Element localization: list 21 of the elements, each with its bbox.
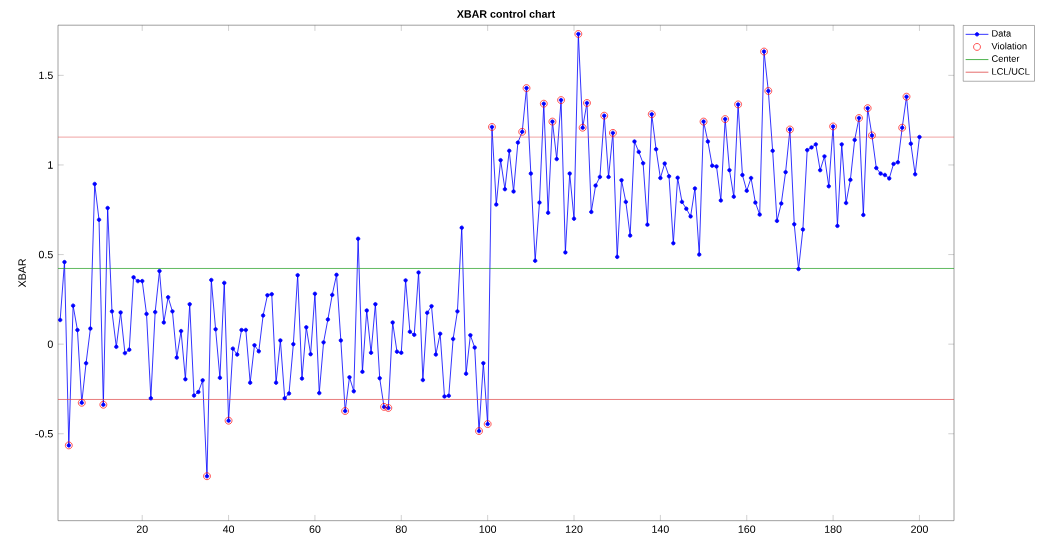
y-axis-title: XBAR [18,258,26,288]
x-tick-label: 40 [222,525,235,533]
chart-title: XBAR control chart [456,9,556,18]
x-tick-label: 180 [825,525,842,533]
legend-label: Violation [991,42,1027,50]
legend-label: Data [992,30,1012,37]
y-tick-label: 0.5 [38,250,53,259]
y-tick-label: 1 [48,161,53,169]
x-tick-label: 140 [652,525,669,533]
y-tick-label: 1.5 [39,71,53,80]
x-tick-label: 80 [395,525,407,533]
legend-label: LCL/UCL [992,67,1030,75]
y-tick-label: -0.5 [35,429,53,438]
x-tick-label: 120 [565,525,583,533]
x-tick-label: 20 [136,525,148,533]
x-tick-label: 160 [738,525,756,533]
x-tick-label: 100 [479,525,497,533]
y-tick-label: 0 [47,340,53,348]
legend-label: Center [991,55,1020,62]
x-tick-label: 60 [309,525,321,533]
x-tick-label: 200 [911,525,928,533]
